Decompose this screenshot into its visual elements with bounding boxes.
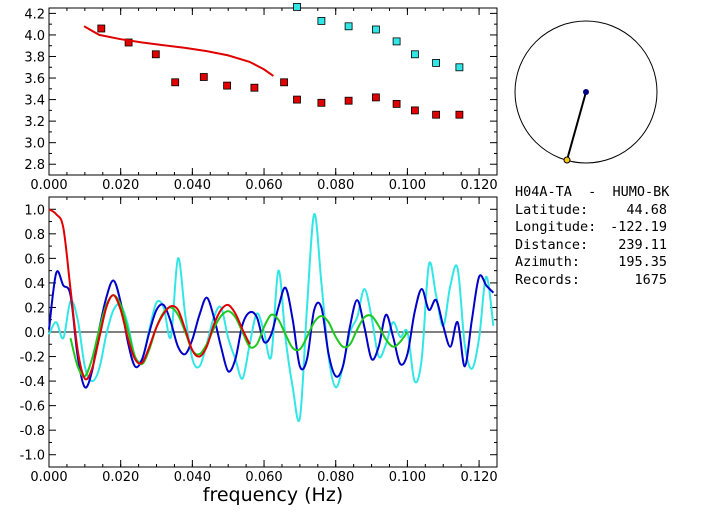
x-tick-label: 0.120 [460,178,497,193]
info-value: 44.68 [626,201,667,218]
red-data-point [410,106,419,115]
info-row-longitude: Longitude: -122.19 [515,219,705,237]
red-data-point [455,110,464,119]
y-tick-label: 3.0 [24,137,45,152]
red-data-point [151,50,160,59]
station-info: H04A-TA - HUMO-BK Latitude: 44.68 Longitu… [515,184,705,289]
info-label: Records: [515,271,581,288]
info-row-azimuth: Azimuth: 195.35 [515,254,705,272]
info-label: Azimuth: [515,254,581,270]
y-tick-label: 4.0 [24,29,45,44]
y-tick-label: 0.2 [24,301,45,316]
x-tick-label: 0.080 [317,470,354,485]
y-tick-label: 3.6 [24,72,45,87]
red-data-point [293,95,301,104]
green-spectrum-line [69,294,409,378]
y-tick-label: -0.4 [20,375,45,390]
compass-circle [514,20,658,164]
cyan-data-point [392,37,401,46]
dispersion-curve [83,25,274,77]
x-tick-label: 0.100 [389,178,426,193]
compass-azimuth-line [566,91,587,161]
red-spectrum-line [48,208,251,381]
station-pair-title: H04A-TA - HUMO-BK [515,184,670,200]
info-label: Latitude: [515,201,589,218]
y-tick-label: 0.0 [24,326,45,341]
y-tick-label: 0.8 [24,228,45,243]
cyan-data-point [293,3,301,11]
x-tick-label: 0.060 [245,178,282,193]
cyan-data-point [317,16,326,25]
compass-source-dot [563,156,571,164]
x-tick-label: 0.020 [102,178,139,193]
x-tick-label: 0.040 [174,470,211,485]
y-tick-label: -0.8 [20,424,45,439]
info-row-records: Records: 1675 [515,272,705,290]
y-tick-label: 4.2 [24,7,45,22]
azimuth-compass [514,20,658,164]
dispersion-plot-frame [48,7,498,176]
info-label: Longitude: [515,219,597,235]
correlation-series [48,208,495,422]
y-tick-label: 1.0 [24,203,45,218]
y-tick-label: 3.4 [24,94,45,109]
cyan-data-point [344,22,353,31]
y-tick-label: 2.8 [24,158,45,173]
red-data-point [199,73,208,81]
cyan-spectrum-line [48,213,495,422]
y-tick-label: -0.2 [20,351,45,366]
correlation-ticks: 0.000 0.020 0.040 0.060 0.080 0.100 0.120 -1.0 -… [20,197,498,485]
dispersion-ticks: 0.000 0.020 0.040 0.060 0.080 0.100 0.120 2.8 3.… [24,7,497,193]
info-value: -122.19 [610,219,667,235]
correlation-panel: 0.000 0.020 0.040 0.060 0.080 0.100 0.120 -1.0 -… [20,196,498,506]
y-tick-label: 0.4 [24,277,45,292]
red-data-point [171,78,180,87]
info-label: Distance: [515,236,589,253]
x-tick-label: 0.040 [174,178,211,193]
info-row-latitude: Latitude: 44.68 [515,202,705,220]
cyan-data-point [455,63,464,72]
red-data-point [250,83,259,92]
x-tick-label: 0.080 [317,178,354,193]
dispersion-panel: 0.000 0.020 0.040 0.060 0.080 0.100 0.120 2.8 3.… [24,3,498,193]
red-data-point [371,93,380,102]
info-value: 1675 [634,271,667,288]
red-data-point [280,78,289,87]
red-data-point [124,38,133,47]
cyan-data-point [432,59,441,67]
red-data-point [223,81,232,90]
red-data-point [317,98,326,107]
red-data-point [97,24,106,33]
x-tick-label: 0.060 [245,470,282,485]
red-data-point [344,96,353,105]
cyan-data-point [410,50,419,59]
cyan-data-point [371,25,380,34]
x-tick-label: 0.020 [102,470,139,485]
y-tick-label: 3.8 [24,50,45,65]
red-data-point [392,100,401,108]
dispersion-series [83,3,464,119]
x-tick-label: 0.100 [389,470,426,485]
x-tick-label: 0.000 [30,178,67,193]
x-tick-label: 0.000 [30,470,67,485]
info-value: 239.11 [618,236,667,253]
y-tick-label: 3.2 [24,115,45,130]
red-data-point [432,110,441,119]
y-tick-label: -1.0 [20,449,45,464]
info-value: 195.35 [618,254,667,270]
x-axis-title: frequency (Hz) [203,484,343,506]
y-tick-label: 0.6 [24,252,45,267]
y-tick-label: -0.6 [20,400,45,415]
info-row-distance: Distance: 239.11 [515,237,705,255]
compass-station-dot [583,89,589,95]
x-tick-label: 0.120 [460,470,497,485]
